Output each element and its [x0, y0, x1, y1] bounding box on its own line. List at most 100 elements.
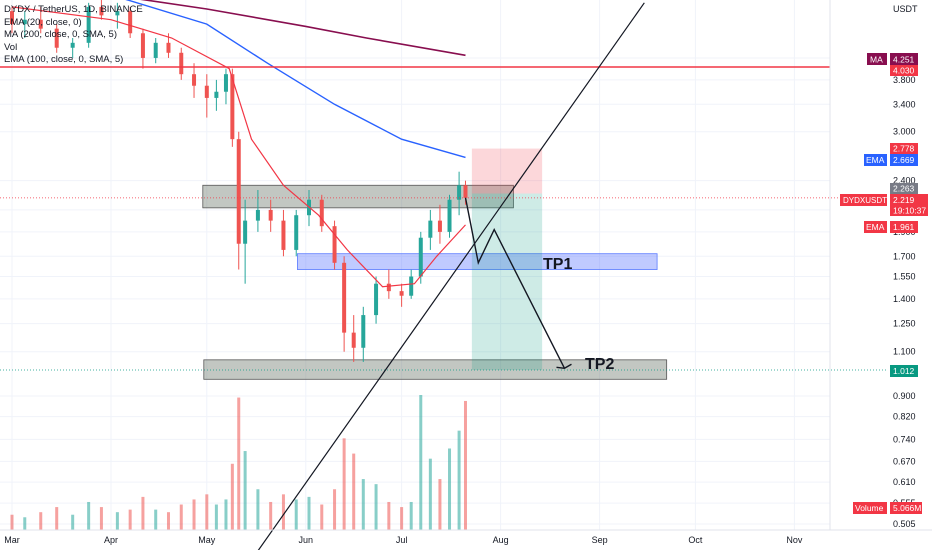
zone-tp1 [297, 253, 658, 270]
candle-body [230, 74, 235, 140]
volume-bar [205, 494, 209, 530]
volume-bar [179, 504, 183, 530]
y-tick-label: 0.900 [893, 391, 916, 401]
volume-bar [237, 397, 241, 530]
x-tick-label: Jun [299, 535, 314, 545]
volume-bar [230, 463, 234, 530]
candle-body [140, 33, 145, 58]
time-axis[interactable]: Mar Apr May Jun Jul Aug Sep Oct Nov [4, 535, 803, 545]
ema20-price-label: EMA 1.961 [864, 221, 918, 233]
stop-price-label: 2.778 [890, 143, 918, 154]
indicator-ema100: EMA (100, close, 0, SMA, 5) [4, 54, 124, 65]
candle-body [99, 6, 104, 16]
y-tick-label: 0.670 [893, 456, 916, 466]
candle-body [374, 283, 379, 316]
ma200-price-label: MA 4.251 [867, 53, 918, 65]
zone-tp2 [203, 359, 668, 380]
chart-grid [0, 0, 830, 530]
volume-bar [192, 499, 196, 530]
target-area [471, 193, 543, 370]
stop-area [471, 148, 543, 194]
candle-body [179, 52, 184, 75]
volume-bar [281, 494, 285, 530]
indicator-lines [11, 0, 466, 288]
volume-bar [10, 514, 14, 530]
tp1-label: TP1 [543, 256, 572, 273]
y-tick-label: 1.700 [893, 251, 916, 261]
ema100-price-label: EMA 2.669 [864, 154, 918, 166]
volume-bar [438, 479, 442, 530]
candle-body [10, 11, 14, 25]
volume-bar [224, 499, 228, 530]
volume-bar [463, 400, 467, 530]
y-tick-label: 0.820 [893, 412, 916, 422]
candle-body [255, 209, 260, 221]
ema-tag-2: EMA [866, 222, 885, 232]
candle-body [463, 185, 468, 198]
candle-body [361, 315, 366, 348]
volume-bar [55, 507, 59, 530]
candle-body [86, 6, 91, 43]
candle-body [332, 226, 337, 263]
candle-body [268, 209, 273, 221]
resistance-value: 4.030 [893, 66, 915, 76]
volume-bars [10, 395, 467, 530]
candle-body [281, 220, 286, 250]
tp2-value: 1.012 [893, 366, 915, 376]
candle-body [204, 85, 209, 98]
candle-body [128, 11, 133, 34]
zones [202, 184, 668, 380]
volume-bar [71, 514, 75, 530]
entry-price-label: 2.263 [890, 183, 918, 194]
x-tick-label: Sep [592, 535, 608, 545]
tp2-price-label: 1.012 [890, 365, 918, 377]
candle-body [236, 139, 241, 244]
y-tick-label: 0.740 [893, 434, 916, 444]
ema-tag: EMA [866, 155, 885, 165]
volume-bar [87, 501, 91, 530]
projection-arrowhead [556, 363, 572, 369]
volume-price-label: Volume 5.066M [853, 502, 922, 514]
zone-supply [202, 184, 514, 209]
ema100-value: 2.669 [893, 155, 915, 165]
price-axis[interactable]: 4.2003.8003.4003.0002.4002.1001.9001.700… [893, 53, 916, 529]
candle-body [409, 276, 414, 296]
x-tick-label: Mar [4, 535, 20, 545]
x-tick-label: Jul [396, 535, 408, 545]
y-tick-label: 3.800 [893, 75, 916, 85]
short-position-box[interactable] [471, 148, 543, 370]
candle-body [243, 220, 248, 244]
candle-body [386, 283, 391, 292]
volume-bar [294, 499, 298, 530]
volume-bar [128, 509, 132, 530]
y-tick-label: 1.100 [893, 347, 916, 357]
currency-label: USDT [893, 4, 918, 14]
volume-bar [307, 496, 311, 530]
drawings[interactable] [0, 2, 888, 550]
candle-body [70, 42, 75, 48]
candle-body [418, 237, 423, 277]
last-price-value: 2.219 [893, 195, 915, 205]
symbol-title: DYDX / TetherUS, 1D, BINANCE [4, 4, 143, 15]
candle-body [214, 91, 219, 98]
candle-body [457, 185, 462, 200]
volume-bar [115, 512, 119, 530]
x-tick-label: May [198, 535, 216, 545]
candle-body [115, 11, 120, 16]
volume-bar [243, 451, 247, 530]
volume-bar [141, 496, 145, 530]
y-tick-label: 3.400 [893, 99, 916, 109]
symbol-tag: DYDXUSDT [843, 196, 887, 205]
candle-body [342, 262, 347, 333]
chart-legend: DYDX / TetherUS, 1D, BINANCE EMA (20, cl… [4, 4, 143, 67]
candle-body [351, 332, 356, 348]
volume-bar [342, 438, 346, 530]
volume-bar [428, 458, 432, 530]
volume-bar [99, 507, 103, 530]
ma-value: 4.251 [893, 55, 915, 65]
volume-bar [361, 479, 365, 530]
ema20-value: 1.961 [893, 222, 915, 232]
volume-tag: Volume [855, 503, 884, 513]
volume-bar [256, 489, 260, 530]
